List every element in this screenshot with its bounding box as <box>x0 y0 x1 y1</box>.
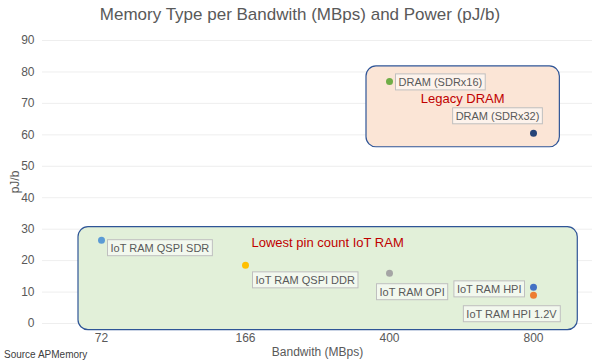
svg-text:80: 80 <box>21 65 35 79</box>
svg-text:400: 400 <box>379 331 399 345</box>
svg-text:90: 90 <box>21 33 35 47</box>
svg-text:40: 40 <box>21 191 35 205</box>
svg-text:10: 10 <box>21 285 35 299</box>
svg-text:50: 50 <box>21 159 35 173</box>
svg-text:60: 60 <box>21 128 35 142</box>
svg-text:IoT RAM HPI: IoT RAM HPI <box>457 283 522 295</box>
svg-text:Lowest pin count IoT RAM: Lowest pin count IoT RAM <box>252 235 404 250</box>
svg-text:30: 30 <box>21 222 35 236</box>
svg-text:pJ/b: pJ/b <box>8 170 22 193</box>
svg-text:IoT RAM OPI: IoT RAM OPI <box>380 286 445 298</box>
svg-text:IoT RAM HPI 1.2V: IoT RAM HPI 1.2V <box>466 308 557 320</box>
svg-text:166: 166 <box>235 331 255 345</box>
svg-text:72: 72 <box>95 331 109 345</box>
svg-text:DRAM (SDRx16): DRAM (SDRx16) <box>399 76 483 88</box>
svg-text:DRAM (SDRx32): DRAM (SDRx32) <box>456 110 540 122</box>
svg-text:20: 20 <box>21 253 35 267</box>
svg-text:Legacy DRAM: Legacy DRAM <box>421 91 505 106</box>
svg-text:0: 0 <box>28 316 35 330</box>
svg-text:70: 70 <box>21 96 35 110</box>
html-text:Memory Type per Bandwith (MBps: Memory Type per Bandwith (MBps) and Powe… <box>99 5 501 24</box>
svg-text:IoT RAM QSPI DDR: IoT RAM QSPI DDR <box>256 274 355 286</box>
svg-text:IoT RAM QSPI SDR: IoT RAM QSPI SDR <box>111 242 210 254</box>
svg-text:800: 800 <box>523 331 543 345</box>
svg-text:Bandwith (MBps): Bandwith (MBps) <box>272 345 363 359</box>
html-text:Source APMemory: Source APMemory <box>4 349 88 360</box>
